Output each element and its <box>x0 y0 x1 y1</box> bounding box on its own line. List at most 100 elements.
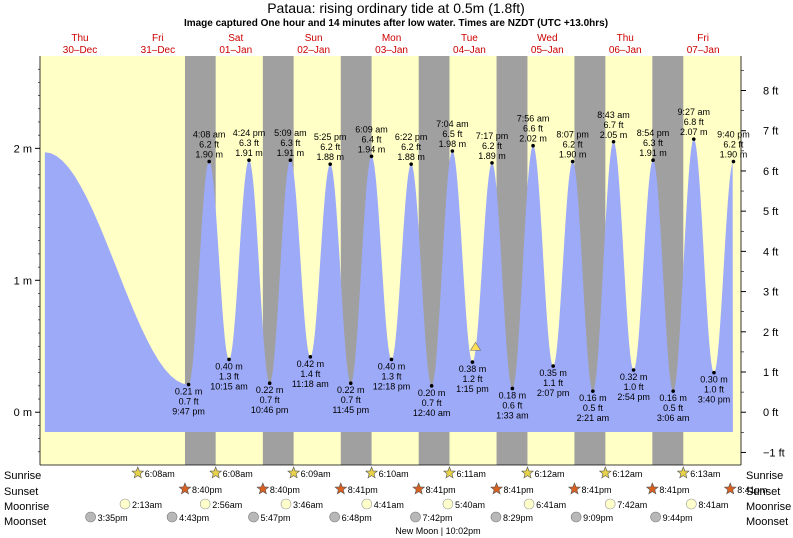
low-tide-m: 0.21 m <box>175 387 203 397</box>
sunrise-icon <box>131 466 145 479</box>
sunset-icon <box>334 482 348 495</box>
low-tide-time: 9:47 pm <box>172 407 205 417</box>
low-tide-point <box>591 389 595 393</box>
moonset-time: 9:09pm <box>583 513 613 523</box>
day-label-dow: Fri <box>697 33 709 44</box>
low-tide-time: 3:40 pm <box>698 395 731 405</box>
moonset-icon <box>570 511 582 523</box>
high-tide-time: 8:07 pm <box>556 130 589 140</box>
high-tide-time: 4:24 pm <box>233 128 266 138</box>
low-tide-time: 10:46 pm <box>251 405 289 415</box>
sunrise-icon <box>209 466 223 479</box>
day-label-dow: Thu <box>71 33 88 44</box>
low-tide-ft: 1.2 ft <box>462 374 483 384</box>
low-tide-time: 2:21 am <box>577 413 610 423</box>
sunset-icon <box>256 482 270 495</box>
low-tide-ft: 0.5 ft <box>663 403 684 413</box>
sunrise-time: 6:09am <box>301 469 331 479</box>
sunrise-time: 6:08am <box>145 469 175 479</box>
high-tide-m: 1.90 m <box>559 150 587 160</box>
low-tide-point <box>186 382 191 387</box>
day-label-dow: Wed <box>537 33 557 44</box>
high-tide-ft: 6.8 ft <box>684 117 705 127</box>
low-tide-ft: 0.7 ft <box>260 395 281 405</box>
high-tide-ft: 6.2 ft <box>482 141 503 151</box>
sunset-icon <box>490 482 504 495</box>
high-tide-time: 7:17 pm <box>476 131 509 141</box>
high-tide-point <box>450 149 455 153</box>
moonset-time: 7:42pm <box>422 513 452 523</box>
sunset-time: 8:41pm <box>659 485 689 495</box>
moonrise-icon <box>686 498 697 510</box>
day-label-date: 05–Jan <box>531 45 564 56</box>
sunrise-icon <box>676 466 690 479</box>
low-tide-m: 0.32 m <box>620 372 648 382</box>
high-tide-m: 1.90 m <box>195 150 223 160</box>
sunset-icon <box>178 482 192 495</box>
sunset-time: 8:40pm <box>192 485 222 495</box>
high-tide-ft: 6.3 ft <box>643 138 664 148</box>
sunset-icon <box>723 482 737 495</box>
moonset-time: 5:47pm <box>261 513 291 523</box>
low-tide-point <box>631 368 636 372</box>
sunrise-time: 6:13am <box>690 469 720 479</box>
sunset-time: 8:41pm <box>348 485 378 495</box>
day-label-dow: Mon <box>382 33 401 44</box>
chart-subtitle: Image captured One hour and 14 minutes a… <box>184 18 608 29</box>
moonset-icon <box>650 511 661 523</box>
right-axis-tick-label: 7 ft <box>763 126 778 138</box>
day-label-dow: Tue <box>461 33 478 44</box>
high-tide-time: 8:43 am <box>597 110 630 120</box>
day-label-dow: Sat <box>228 33 243 44</box>
high-tide-ft: 6.2 ft <box>563 140 584 150</box>
high-tide-point <box>247 158 251 163</box>
high-tide-point <box>531 143 535 148</box>
left-axis-tick-label: 1 m <box>14 275 32 287</box>
left-axis-tick-label: 2 m <box>14 143 32 155</box>
right-axis-tick-label: 3 ft <box>763 287 778 299</box>
sunset-icon <box>567 482 581 495</box>
high-tide-ft: 6.4 ft <box>362 134 383 144</box>
sunset-time: 8:41pm <box>737 485 767 495</box>
high-tide-point <box>288 158 293 163</box>
moonrise-time: 8:41am <box>698 500 728 510</box>
high-tide-time: 7:04 am <box>436 119 469 129</box>
sunrise-icon <box>365 466 379 479</box>
row-label-sunrise-left: Sunrise <box>4 470 41 482</box>
high-tide-time: 9:40 pm <box>717 130 750 140</box>
high-tide-ft: 6.7 ft <box>604 120 625 130</box>
high-tide-m: 1.88 m <box>397 152 425 162</box>
day-label-date: 01–Jan <box>219 45 252 56</box>
low-tide-point <box>308 355 313 359</box>
right-axis-tick-label: 1 ft <box>763 367 778 379</box>
low-tide-m: 0.30 m <box>700 375 728 385</box>
low-tide-m: 0.42 m <box>297 359 325 369</box>
low-tide-m: 0.38 m <box>459 364 487 374</box>
right-axis-tick-label: 2 ft <box>763 327 778 339</box>
low-tide-m: 0.16 m <box>659 393 687 403</box>
low-tide-time: 1:15 pm <box>456 384 489 394</box>
low-tide-m: 0.22 m <box>256 385 284 395</box>
day-label-date: 06–Jan <box>609 45 642 56</box>
moonset-icon <box>410 511 421 523</box>
high-tide-ft: 6.3 ft <box>239 138 260 148</box>
astronomy-rows: Sunrise Sunrise Sunset Sunset Moonrise Moonri… <box>4 466 791 536</box>
high-tide-time: 8:54 pm <box>637 128 670 138</box>
moonrise-icon <box>604 498 616 510</box>
right-axis-tick-label: 4 ft <box>763 246 778 258</box>
moonrise-time: 7:42am <box>617 500 647 510</box>
moonset-icon <box>85 511 96 523</box>
moonset-icon <box>248 511 259 523</box>
high-tide-m: 1.94 m <box>358 144 386 154</box>
sunrise-icon <box>598 466 612 479</box>
low-tide-point <box>712 370 716 375</box>
sunrise-time: 6:12am <box>534 469 564 479</box>
low-tide-ft: 1.1 ft <box>543 378 564 388</box>
right-axis-tick-label: 6 ft <box>763 166 778 178</box>
moonrise-icon <box>280 498 292 510</box>
right-axis-tick-label: −1 ft <box>763 447 785 459</box>
moonset-time: 8:29pm <box>503 513 533 523</box>
high-tide-point <box>611 139 616 144</box>
row-label-moonrise-right: Moonrise <box>746 501 791 513</box>
